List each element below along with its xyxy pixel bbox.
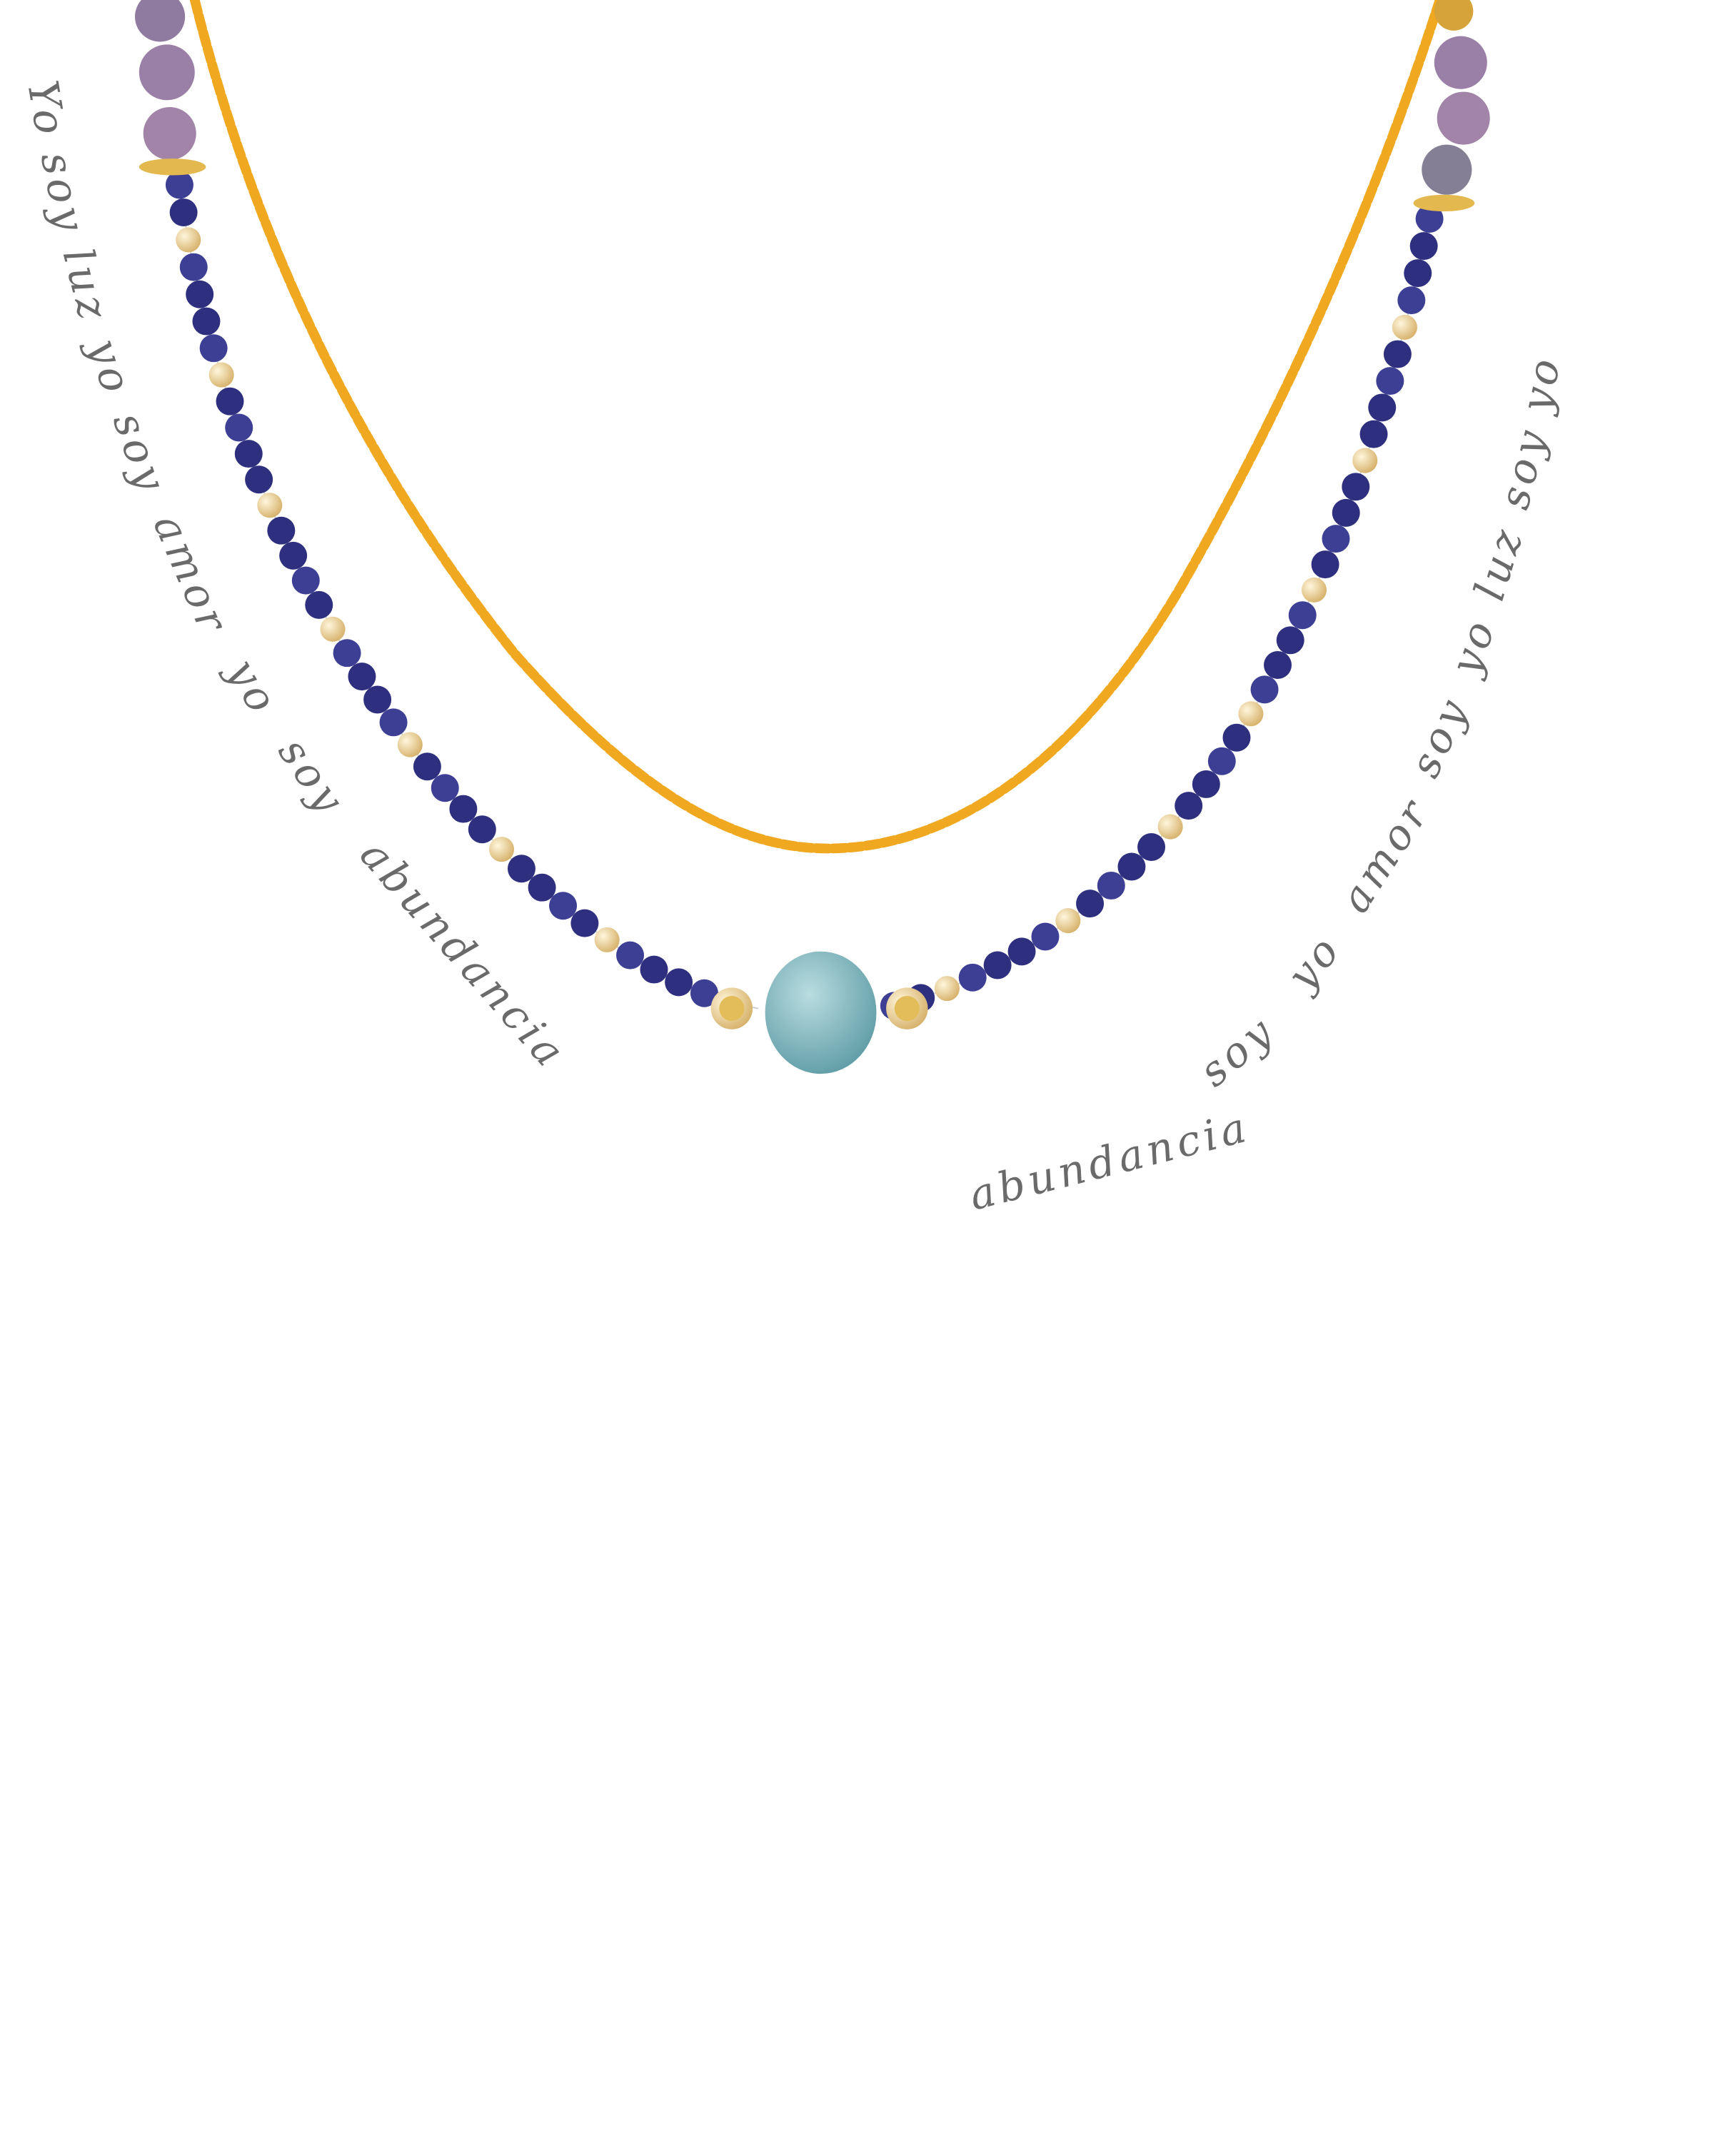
blue-bead	[413, 752, 441, 781]
blue-bead	[1359, 420, 1388, 448]
gold-chain	[189, 0, 1445, 854]
blue-bead	[468, 815, 496, 844]
blue-bead	[225, 413, 253, 442]
gold-bead	[176, 227, 201, 253]
gold-bead	[1055, 908, 1081, 934]
gold-bead	[594, 927, 620, 952]
blue-bead	[1117, 852, 1146, 881]
blue-bead	[690, 979, 718, 1007]
blue-bead	[186, 280, 214, 308]
blue-bead	[1397, 286, 1426, 315]
blue-bead	[616, 941, 645, 969]
blue-bead	[1311, 550, 1339, 579]
blue-bead	[1137, 833, 1166, 862]
blue-bead	[1276, 626, 1304, 655]
blue-bead	[1250, 675, 1279, 704]
blue-bead	[1076, 890, 1105, 918]
blue-bead	[245, 465, 273, 494]
blue-bead	[1192, 770, 1220, 798]
blue-bead	[1332, 498, 1360, 527]
blue-bead	[216, 387, 244, 415]
blue-bead	[267, 516, 296, 545]
blue-bead	[192, 307, 221, 336]
blue-bead	[363, 685, 392, 714]
blue-bead	[665, 968, 693, 997]
blue-bead	[1097, 871, 1125, 900]
center-stone	[710, 951, 928, 1074]
blue-bead	[1376, 367, 1404, 396]
gold-bead	[1392, 314, 1417, 340]
blue-bead	[1031, 922, 1060, 951]
gold-bead	[208, 362, 234, 388]
blue-bead	[1415, 204, 1444, 233]
blue-bead	[1322, 525, 1350, 553]
script-word: yo	[1511, 351, 1570, 418]
blue-bead	[1288, 601, 1317, 630]
blue-bead	[1409, 232, 1438, 261]
blue-bead	[1175, 792, 1203, 820]
blue-bead	[1342, 473, 1370, 501]
blue-bead	[1222, 723, 1251, 752]
bead-strand	[165, 171, 1444, 1020]
blue-bead	[570, 909, 599, 937]
blue-bead	[1207, 747, 1236, 775]
gold-bead	[1157, 814, 1183, 840]
blue-bead	[431, 774, 459, 802]
blue-bead	[379, 708, 408, 737]
blue-bead	[983, 951, 1012, 979]
blue-bead	[234, 440, 263, 468]
blue-bead	[169, 198, 198, 227]
blue-bead	[1264, 651, 1292, 680]
blue-bead	[291, 566, 320, 595]
gold-bead	[934, 976, 960, 1002]
blue-bead	[1383, 340, 1412, 368]
purple-beads-right	[1413, 0, 1490, 212]
script-word: Yo	[18, 77, 75, 141]
blue-bead	[1404, 259, 1432, 288]
blue-bead	[199, 334, 228, 363]
blue-bead	[179, 253, 208, 281]
gold-bead	[257, 493, 283, 518]
purple-beads-left	[135, 0, 206, 176]
gold-bead	[1352, 448, 1378, 473]
blue-bead	[279, 541, 308, 570]
gold-bead	[1238, 701, 1264, 727]
blue-bead	[348, 663, 376, 691]
gold-bead	[397, 732, 423, 757]
gold-bead	[1301, 577, 1327, 603]
gold-bead	[488, 837, 515, 862]
blue-bead	[1368, 393, 1397, 422]
blue-bead	[1007, 937, 1036, 966]
blue-bead	[507, 855, 535, 883]
blue-bead	[333, 639, 361, 668]
gold-bead	[320, 616, 346, 642]
blue-bead	[549, 892, 578, 920]
blue-bead	[305, 590, 333, 619]
blue-bead	[528, 873, 556, 902]
blue-bead	[640, 955, 668, 984]
blue-bead	[165, 171, 193, 199]
blue-bead	[958, 963, 987, 992]
blue-bead	[449, 795, 478, 823]
